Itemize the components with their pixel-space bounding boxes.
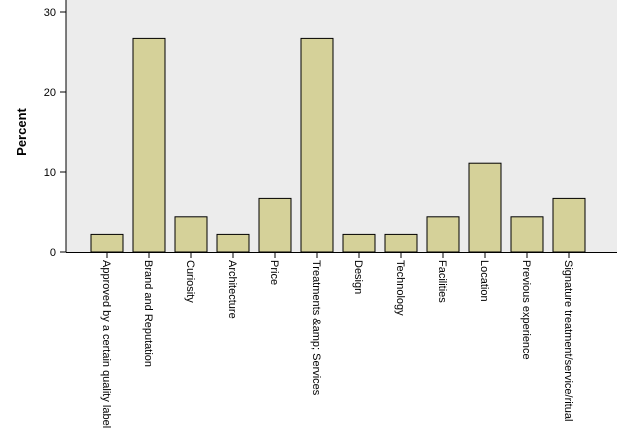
x-tick-label: Price — [268, 260, 280, 285]
bar — [258, 197, 292, 253]
bar — [342, 233, 376, 253]
x-ticks-group: Approved by a certain quality label Brand… — [100, 252, 574, 428]
bar — [90, 233, 124, 253]
bar — [426, 216, 460, 253]
x-tick-label: Brand and Reputation — [142, 260, 154, 367]
bar — [468, 162, 502, 253]
bar — [384, 233, 418, 253]
y-tick-label: 20 — [44, 87, 56, 99]
y-tick-label: 10 — [44, 167, 56, 179]
x-tick-label: Architecture — [226, 260, 238, 319]
x-tick-label: Treatments &amp; Services — [310, 260, 322, 396]
x-tick-label: Approved by a certain quality label — [100, 260, 112, 428]
y-tick-label: 30 — [44, 7, 56, 19]
x-tick-label: Curiosity — [184, 260, 196, 303]
bars-group — [90, 37, 586, 253]
x-tick-label: Facilities — [436, 260, 448, 303]
x-tick-label: Signature treatment/service/ritual — [562, 260, 574, 421]
x-tick-label: Design — [352, 260, 364, 294]
bar — [216, 233, 250, 253]
bar — [510, 216, 544, 253]
bar — [552, 197, 586, 253]
bar — [132, 37, 166, 253]
bar — [174, 216, 208, 253]
x-tick-label: Location — [478, 260, 490, 302]
x-tick-label: Technology — [394, 260, 406, 316]
y-ticks-group: 0 10 20 30 — [44, 7, 66, 259]
bar — [300, 37, 334, 253]
y-tick-label: 0 — [50, 247, 56, 259]
y-axis-label: Percent — [14, 107, 29, 155]
x-tick-label: Previous experience — [520, 260, 532, 360]
